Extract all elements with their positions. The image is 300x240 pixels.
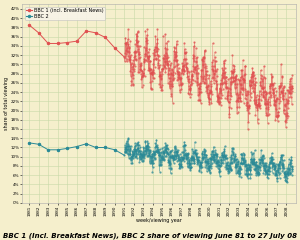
Text: BBC 1 (Incl. Breakfast News), BBC 2 share of viewing june 81 to 27 July 08: BBC 1 (Incl. Breakfast News), BBC 2 shar… <box>3 232 297 239</box>
Y-axis label: share of total viewing: share of total viewing <box>4 77 9 130</box>
X-axis label: week/viewing year: week/viewing year <box>136 218 182 223</box>
Legend: BBC 1 (incl. Breakfast News), BBC 2: BBC 1 (incl. Breakfast News), BBC 2 <box>25 6 105 20</box>
